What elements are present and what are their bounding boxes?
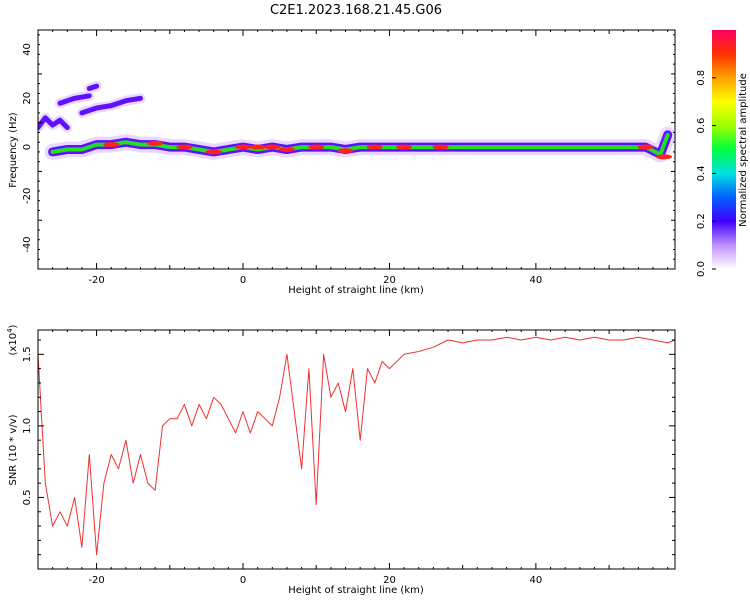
spectrogram-panel: -20 0 20 40 -40 -20 0 20 40 Height of straight l… xyxy=(8,29,676,296)
ridge-peak xyxy=(249,144,266,150)
snr-x-axis-label: Height of straight line (km) xyxy=(288,585,424,596)
ridge-peak xyxy=(637,144,654,150)
harmonic-band xyxy=(86,83,100,91)
x-tick-label: 40 xyxy=(530,575,543,586)
y-tick-label: 1.5 xyxy=(22,346,33,362)
colorbar-gradient xyxy=(712,30,736,269)
ridge-peak xyxy=(103,142,120,148)
snr-ticks: -20 0 20 40 0.5 1.0 1.5 xyxy=(22,330,675,586)
x-tick-label: -20 xyxy=(88,575,104,586)
svg-text:(x104): (x104) xyxy=(6,324,19,355)
ridge-peak xyxy=(235,144,252,150)
y-tick-label: 20 xyxy=(22,92,33,105)
ridge-peak xyxy=(176,144,193,150)
snr-frame xyxy=(37,329,676,570)
ridge-peak xyxy=(308,144,325,150)
harmonic-band xyxy=(38,115,70,131)
y-tick-label: 0.5 xyxy=(22,489,33,505)
spectrogram-plot-area xyxy=(38,61,675,163)
colorbar-label: Normalized spectral amplitude xyxy=(738,73,749,227)
ridge-peak xyxy=(366,144,383,150)
ridge-peak xyxy=(396,144,413,150)
snr-scale-label: (x10 xyxy=(8,333,19,356)
x-tick-label: 40 xyxy=(530,275,543,286)
harmonic-band xyxy=(79,95,143,116)
snr-y-axis-label: SNR (10 * v/v) xyxy=(8,414,19,485)
colorbar-ticks: 0.0 0.2 0.4 0.6 0.8 xyxy=(696,70,716,277)
colorbar-tick-label: 0.4 xyxy=(696,165,707,181)
ridge-peak xyxy=(656,154,673,160)
ridge-peak xyxy=(278,147,295,152)
snr-scale-exponent: 4 xyxy=(6,328,14,333)
spectrogram-y-axis-label: Frequency (Hz) xyxy=(8,112,19,188)
ridge-peak xyxy=(264,144,281,150)
snr-panel: -20 0 20 40 0.5 1.0 1.5 Height of straight lin… xyxy=(6,324,676,596)
snr-series-line xyxy=(38,336,675,556)
ridge-peak xyxy=(205,149,222,155)
y-tick-label: 1.0 xyxy=(22,418,33,434)
colorbar-tick-label: 0.0 xyxy=(696,261,707,277)
ridge-peak xyxy=(432,144,449,150)
x-tick-label: 0 xyxy=(240,575,246,586)
x-tick-label: -20 xyxy=(88,275,104,286)
colorbar-tick-label: 0.2 xyxy=(696,213,707,229)
x-tick-label: 20 xyxy=(383,575,396,586)
colorbar-tick-label: 0.8 xyxy=(696,70,707,86)
ridge-peak xyxy=(337,148,354,154)
x-tick-label: 0 xyxy=(240,275,246,286)
y-tick-label: 40 xyxy=(22,43,33,56)
y-tick-label: 0 xyxy=(22,144,33,150)
figure-title: C2E1.2023.168.21.45.G06 xyxy=(270,3,442,18)
y-tick-label: -40 xyxy=(22,236,33,252)
ridge-peak xyxy=(147,140,164,146)
spectrogram-frame xyxy=(37,29,676,270)
colorbar: 0.0 0.2 0.4 0.6 0.8 Normalized spectral ampl… xyxy=(696,30,749,277)
ridge-band-core xyxy=(50,132,670,157)
snr-plot-area xyxy=(38,336,675,556)
y-tick-label: -20 xyxy=(22,188,33,204)
spectrogram-ticks: -20 0 20 40 -40 -20 0 20 40 xyxy=(22,30,675,286)
harmonic-band xyxy=(57,93,92,106)
x-tick-label: 20 xyxy=(383,275,396,286)
spectrogram-x-axis-label: Height of straight line (km) xyxy=(288,285,424,296)
colorbar-tick-label: 0.6 xyxy=(696,118,707,134)
snr-scale-factor: (x104) xyxy=(6,324,19,355)
